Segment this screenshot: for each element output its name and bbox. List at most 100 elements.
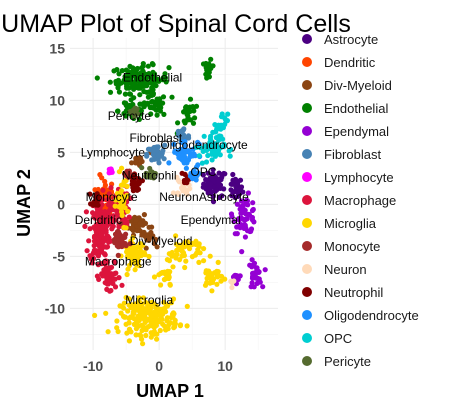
legend-label-fibroblast: Fibroblast: [324, 147, 381, 162]
point-endothelial: [116, 71, 121, 76]
point-microglia: [204, 280, 209, 285]
point-endothelial: [175, 120, 180, 125]
point-macrophage: [102, 236, 107, 241]
point-fibroblast: [146, 147, 151, 152]
legend-label-macrophage: Macrophage: [324, 193, 396, 208]
legend-label-microglia: Microglia: [324, 216, 377, 231]
point-monocyte: [116, 232, 121, 237]
point-ependymal: [250, 274, 255, 279]
point-astrocyte: [239, 184, 244, 189]
point-endothelial: [208, 57, 213, 62]
point-microglia: [92, 313, 97, 318]
point-lymphocyte: [108, 166, 113, 171]
point-div-myeloid: [147, 225, 152, 230]
x-tick-label: 0: [155, 358, 163, 374]
point-fibroblast: [156, 160, 161, 165]
point-microglia: [142, 325, 147, 330]
point-microglia: [149, 318, 154, 323]
point-endothelial: [155, 113, 160, 118]
point-astrocyte: [203, 182, 208, 187]
point-microglia: [209, 288, 214, 293]
legend-key-ependymal: [302, 126, 312, 136]
point-microglia: [151, 324, 156, 329]
point-oligodendrocyte: [166, 160, 171, 165]
point-microglia: [113, 204, 118, 209]
point-microglia: [127, 338, 132, 343]
point-ependymal: [251, 207, 256, 212]
point-ependymal: [250, 200, 255, 205]
point-microglia: [190, 254, 195, 259]
point-microglia: [216, 260, 221, 265]
y-tick-label: 5: [57, 144, 65, 160]
point-macrophage: [85, 248, 90, 253]
point-endothelial: [203, 61, 208, 66]
point-microglia: [134, 332, 139, 337]
point-ependymal: [243, 234, 248, 239]
y-tick-label: -5: [53, 248, 66, 264]
legend-label-astrocyte: Astrocyte: [324, 32, 378, 47]
point-microglia: [142, 313, 147, 318]
point-microglia: [201, 258, 206, 263]
cluster-label-oligodendrocyte: Oligodendrocyte: [160, 138, 248, 152]
cluster-label-monocyte: Monocyte: [86, 190, 138, 204]
point-macrophage: [116, 275, 121, 280]
point-microglia: [185, 323, 190, 328]
legend-key-div-myeloid: [302, 80, 312, 90]
point-microglia: [171, 310, 176, 315]
point-microglia: [166, 276, 171, 281]
legend-label-div-myeloid: Div-Myeloid: [324, 78, 392, 93]
point-macrophage: [101, 230, 106, 235]
point-monocyte: [115, 241, 120, 246]
point-microglia: [164, 318, 169, 323]
point-div-myeloid: [137, 221, 142, 226]
point-endothelial: [158, 108, 163, 113]
point-neuron: [231, 278, 236, 283]
legend-label-endothelial: Endothelial: [324, 101, 388, 116]
point-microglia: [208, 254, 213, 259]
point-endothelial: [182, 119, 187, 124]
point-microglia: [158, 307, 163, 312]
point-opc: [220, 111, 225, 116]
point-microglia: [195, 247, 200, 252]
cluster-label-ependymal: Ependymal: [181, 213, 241, 227]
legend-label-dendritic: Dendritic: [324, 55, 376, 70]
point-ependymal: [252, 261, 257, 266]
point-ependymal: [235, 231, 240, 236]
legend-label-neutrophil: Neutrophil: [324, 285, 383, 300]
legend-label-ependymal: Ependymal: [324, 124, 389, 139]
point-endothelial: [137, 92, 142, 97]
point-microglia: [154, 332, 159, 337]
point-microglia: [154, 337, 159, 342]
legend-key-fibroblast: [302, 149, 312, 159]
legend-key-astrocyte: [302, 34, 312, 44]
point-endothelial: [127, 103, 132, 108]
y-tick-label: 0: [57, 196, 65, 212]
legend-key-lymphocyte: [302, 172, 312, 182]
point-opc: [225, 112, 230, 117]
point-fibroblast: [162, 156, 167, 161]
legend: Astrocyte Dendritic Div-Myeloid Endothelial…: [302, 32, 419, 369]
legend-label-monocyte: Monocyte: [324, 239, 380, 254]
point-microglia: [206, 269, 211, 274]
point-endothelial: [187, 105, 192, 110]
point-endothelial: [191, 108, 196, 113]
point-endothelial: [129, 97, 134, 102]
point-macrophage: [107, 289, 112, 294]
point-macrophage: [106, 277, 111, 282]
point-microglia: [106, 329, 111, 334]
point-ependymal: [247, 229, 252, 234]
cluster-label-neutrophil: Neutrophil: [122, 168, 177, 182]
x-tick-label: -10: [83, 358, 103, 374]
point-opc: [209, 152, 214, 157]
point-microglia: [167, 282, 172, 287]
point-microglia: [119, 311, 124, 316]
point-neuron: [229, 285, 234, 290]
point-endothelial: [155, 97, 160, 102]
point-div-myeloid: [137, 215, 142, 220]
point-microglia: [116, 329, 121, 334]
legend-key-neutrophil: [302, 287, 312, 297]
point-microglia: [122, 182, 127, 187]
point-microglia: [183, 259, 188, 264]
legend-key-oligodendrocyte: [302, 310, 312, 320]
point-astrocyte: [222, 171, 227, 176]
